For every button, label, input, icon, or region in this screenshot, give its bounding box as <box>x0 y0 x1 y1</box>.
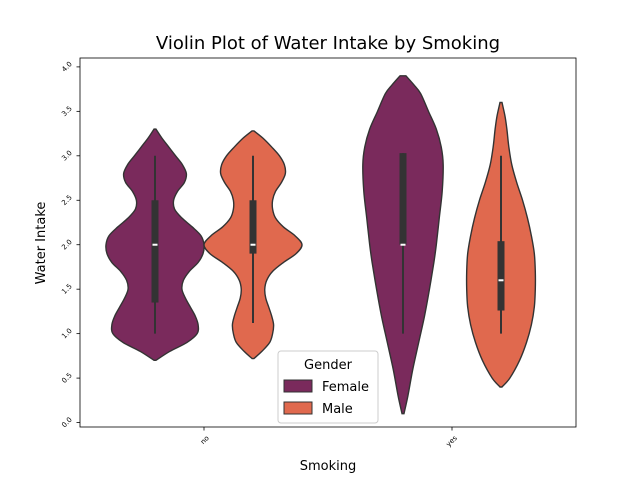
legend-swatch <box>283 401 313 415</box>
y-tick-label: 0.0 <box>60 416 74 430</box>
violin-median-marker <box>498 279 504 282</box>
violin-iqr-box <box>249 200 257 254</box>
y-tick-label: 2.0 <box>60 238 74 252</box>
y-tick-label: 0.5 <box>60 371 74 385</box>
legend: Gender Female Male <box>277 350 379 424</box>
plot-area <box>105 75 537 415</box>
y-tick-label: 3.0 <box>60 149 74 163</box>
y-axis-label: Water Intake <box>34 202 49 285</box>
x-tick-label: yes <box>445 434 459 448</box>
legend-label: Male <box>322 402 353 417</box>
violin-iqr-box <box>151 200 159 303</box>
y-tick-label: 3.5 <box>60 105 74 119</box>
y-tick-label: 4.0 <box>60 60 74 74</box>
violin-median-marker <box>152 243 158 246</box>
violin-median-marker <box>250 243 256 246</box>
legend-label: Female <box>322 380 369 395</box>
y-tick-label: 1.0 <box>60 327 74 341</box>
y-axis: 0.0 0.5 1.0 1.5 2.0 2.5 3.0 3.5 4.0 <box>60 60 80 429</box>
y-tick-label: 2.5 <box>60 193 74 207</box>
y-tick-label: 1.5 <box>60 282 74 296</box>
legend-swatch <box>283 379 313 393</box>
x-tick-label: no <box>199 434 211 446</box>
violin-median-marker <box>400 243 406 246</box>
violin-iqr-box <box>399 153 407 245</box>
chart-title: Violin Plot of Water Intake by Smoking <box>156 33 500 54</box>
x-axis: no yes <box>199 427 459 448</box>
plot-frame <box>79 57 577 428</box>
x-axis-label: Smoking <box>300 459 357 474</box>
legend-title: Gender <box>304 358 353 373</box>
violin-iqr-box <box>497 241 505 311</box>
